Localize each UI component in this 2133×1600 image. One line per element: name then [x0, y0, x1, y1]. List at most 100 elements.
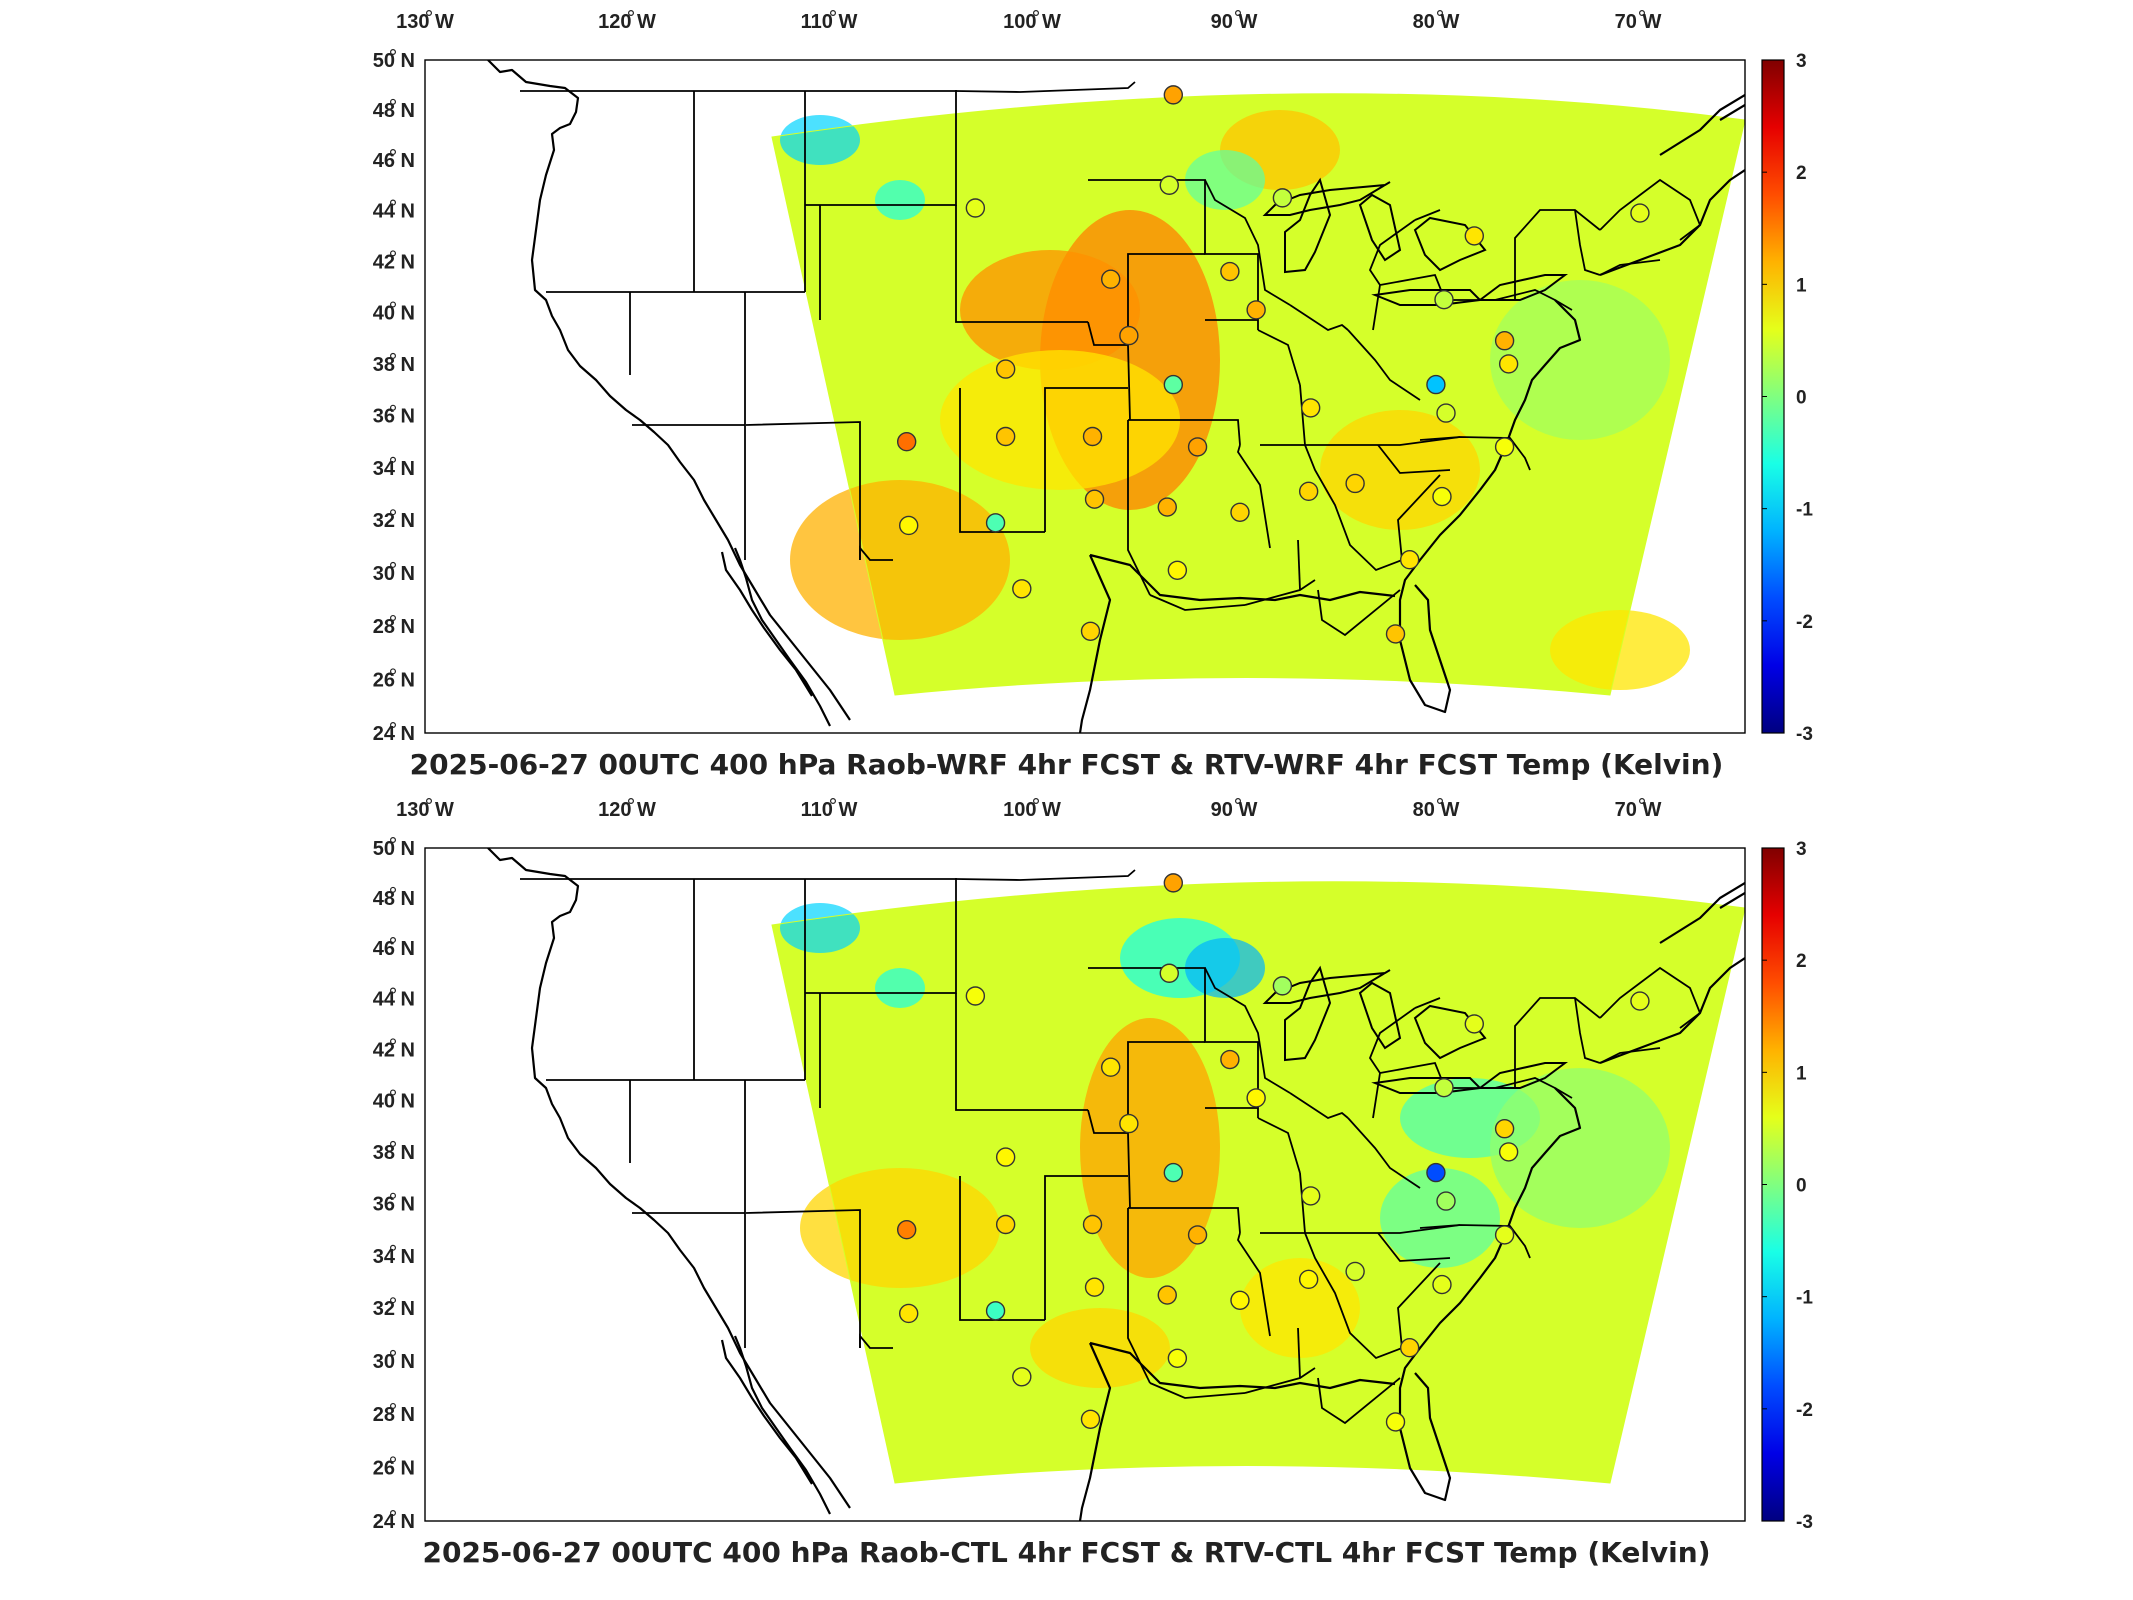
state-border	[1087, 1109, 1131, 1209]
temperature-anomaly-region	[1490, 1068, 1670, 1228]
temperature-anomaly-region	[960, 250, 1140, 370]
state-border	[1317, 1377, 1401, 1425]
raob-station-marker	[1464, 1014, 1485, 1034]
state-border	[1419, 1224, 1531, 1259]
raob-station-marker	[896, 431, 917, 452]
colorbar-tick-label: -1	[1796, 1288, 1813, 1309]
state-border	[1237, 1232, 1271, 1337]
state-border	[1514, 209, 1601, 300]
latitude-label: 44 N	[373, 989, 415, 1011]
raob-station-marker	[1434, 1077, 1454, 1098]
latitude-label: 40 N	[373, 302, 415, 324]
raob-station-marker	[1100, 1057, 1121, 1077]
longitude-label: 80 W	[1413, 11, 1460, 33]
state-border	[745, 421, 861, 560]
degree-symbol	[390, 937, 397, 944]
degree-symbol	[1234, 798, 1241, 805]
raob-station-marker	[1272, 976, 1293, 996]
great-lake-outline	[1371, 289, 1483, 306]
raob-station-marker	[985, 1301, 1006, 1321]
state-border	[1044, 387, 1128, 532]
degree-symbol	[390, 1089, 397, 1096]
degree-symbol	[390, 1140, 397, 1147]
raob-station-marker	[1220, 261, 1240, 282]
state-border	[1377, 1232, 1451, 1262]
east-coastline	[1398, 1087, 1582, 1502]
state-border	[1127, 420, 1151, 596]
degree-symbol	[390, 1244, 397, 1251]
degree-symbol	[1032, 798, 1039, 805]
temperature-anomaly-region	[1080, 1018, 1220, 1278]
latitude-label: 24 N	[373, 723, 415, 745]
latitude-label: 30 N	[373, 563, 415, 585]
raob-station-marker	[1432, 486, 1452, 507]
degree-symbol	[390, 301, 397, 308]
state-border	[1127, 1208, 1151, 1384]
raob-station-marker	[1246, 1088, 1266, 1108]
raob-station-marker	[1163, 1162, 1184, 1183]
degree-symbol	[390, 1349, 397, 1356]
raob-station-marker	[1385, 1412, 1406, 1432]
longitude-label: 110 W	[801, 799, 858, 821]
state-border	[745, 1209, 861, 1348]
raob-station-marker	[1187, 437, 1208, 457]
colorbar-tick-label: -3	[1796, 724, 1813, 745]
degree-symbol	[390, 98, 397, 105]
raob-station-marker	[1298, 1269, 1319, 1290]
state-border	[1347, 329, 1421, 401]
latitude-label: 38 N	[373, 354, 415, 376]
raob-station-marker	[1432, 1274, 1452, 1295]
raob-station-marker	[1498, 1142, 1519, 1162]
degree-symbol	[390, 886, 397, 893]
great-lake-outline	[1477, 1062, 1568, 1089]
latitude-label: 44 N	[373, 201, 415, 223]
state-border	[1514, 997, 1601, 1088]
degree-symbol	[390, 1038, 397, 1045]
raob-station-marker	[1159, 963, 1179, 983]
colorbar-tick-label: 1	[1796, 1063, 1807, 1084]
degree-symbol	[390, 456, 397, 463]
temperature-anomaly-region	[790, 480, 1010, 640]
raob-station-marker	[1272, 188, 1293, 208]
latitude-label: 36 N	[373, 406, 415, 428]
raob-station-marker	[1080, 621, 1101, 641]
state-border	[1305, 436, 1461, 446]
colorbar-tick-label: -3	[1796, 1512, 1813, 1533]
state-border	[1574, 209, 1601, 276]
latitude-label: 50 N	[373, 50, 415, 72]
panel-title-bottom: 2025-06-27 00UTC 400 hPa Raob-CTL 4hr FC…	[422, 1536, 1711, 1569]
degree-symbol	[390, 149, 397, 156]
west-coastline	[487, 60, 851, 721]
degree-symbol	[390, 1456, 397, 1463]
raob-station-marker	[1080, 1409, 1101, 1429]
colorbar-tick-label: -2	[1796, 1400, 1813, 1421]
raob-station-marker	[1220, 1049, 1240, 1070]
temperature-anomaly-region	[1240, 1258, 1360, 1358]
degree-symbol	[390, 668, 397, 675]
raob-station-marker	[1498, 354, 1519, 374]
gulf-coastline	[1078, 553, 1396, 733]
state-border	[1297, 1327, 1301, 1379]
longitude-label: 70 W	[1615, 799, 1662, 821]
state-border	[1087, 321, 1131, 421]
state-border	[959, 1176, 1045, 1321]
longitude-label: 120 W	[598, 799, 656, 821]
state-border	[859, 1333, 893, 1349]
raob-station-marker	[995, 359, 1016, 379]
degree-symbol	[390, 48, 397, 55]
latitude-label: 34 N	[373, 1246, 415, 1268]
state-border	[1127, 253, 1205, 345]
raob-station-marker	[1385, 624, 1406, 644]
state-border	[1289, 1092, 1349, 1119]
temperature-anomaly-region	[940, 350, 1180, 490]
panel-title-top: 2025-06-27 00UTC 400 hPa Raob-WRF 4hr FC…	[409, 748, 1724, 781]
baja-coastline	[720, 547, 831, 727]
raob-station-marker	[1119, 1113, 1139, 1134]
temperature-anomaly-region	[875, 968, 925, 1008]
degree-symbol	[390, 352, 397, 359]
latitude-label: 24 N	[373, 1511, 415, 1533]
raob-station-marker	[1163, 873, 1184, 893]
latitude-label: 28 N	[373, 1404, 415, 1426]
state-border	[1317, 589, 1401, 637]
latitude-label: 32 N	[373, 1298, 415, 1320]
